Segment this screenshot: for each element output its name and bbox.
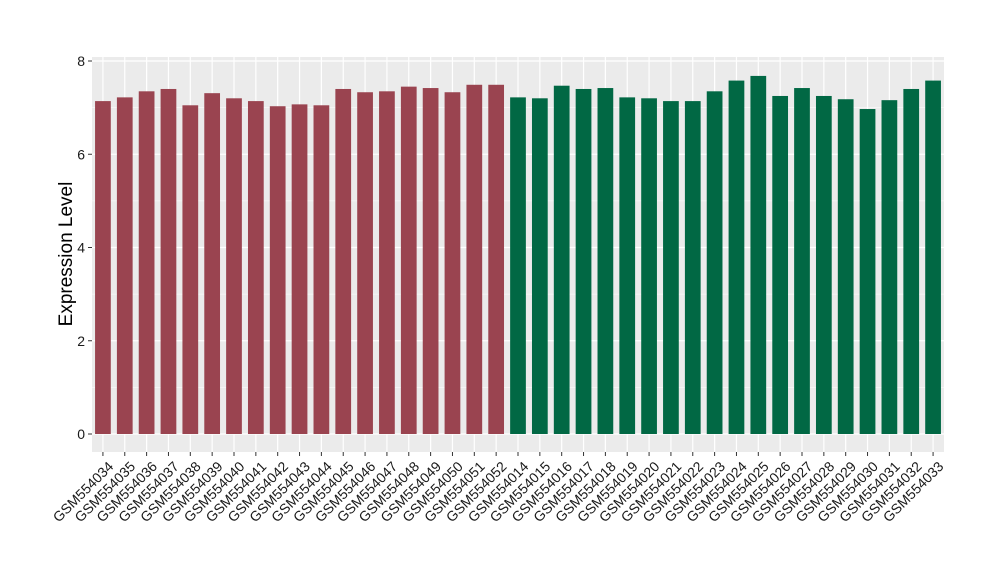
bar-GSM554030 xyxy=(859,109,876,435)
bar-GSM554047 xyxy=(379,91,395,435)
bar-GSM554022 xyxy=(684,101,701,434)
bar-GSM554034 xyxy=(95,101,111,434)
bars xyxy=(95,75,941,435)
bar-GSM554049 xyxy=(422,88,439,434)
y-axis-title: Expression Level xyxy=(56,182,77,327)
bar-GSM554046 xyxy=(357,92,373,435)
bar-GSM554023 xyxy=(706,91,723,435)
bar-GSM554035 xyxy=(116,97,133,435)
bar-GSM554015 xyxy=(531,98,548,435)
bar-GSM554052 xyxy=(488,84,505,434)
bar-GSM554036 xyxy=(138,91,155,435)
bar-GSM554050 xyxy=(444,92,461,435)
bar-GSM554042 xyxy=(269,106,286,434)
bar-GSM554029 xyxy=(837,99,854,435)
bar-GSM554026 xyxy=(772,95,789,434)
bar-GSM554016 xyxy=(553,85,570,435)
y-tick-label: 2 xyxy=(77,333,85,349)
bar-GSM554020 xyxy=(641,98,657,435)
bar-GSM554048 xyxy=(400,86,417,435)
bar-GSM554031 xyxy=(881,100,898,434)
y-tick-label: 4 xyxy=(77,240,85,256)
bar-GSM554017 xyxy=(575,88,592,434)
x-axis-ticks: GSM554034GSM554035GSM554036GSM554037GSM5… xyxy=(50,452,947,525)
bar-GSM554040 xyxy=(226,98,242,435)
bar-GSM554014 xyxy=(510,97,526,435)
bar-GSM554024 xyxy=(728,80,745,435)
y-tick-label: 8 xyxy=(77,53,85,69)
bar-GSM554045 xyxy=(335,88,352,434)
bar-GSM554037 xyxy=(160,88,177,434)
bar-GSM554028 xyxy=(815,95,832,434)
bar-GSM554038 xyxy=(182,105,199,434)
y-tick-label: 6 xyxy=(77,146,85,162)
bar-GSM554033 xyxy=(925,80,941,435)
bar-GSM554027 xyxy=(794,88,810,434)
bar-GSM554043 xyxy=(291,104,308,434)
bar-GSM554019 xyxy=(619,97,636,435)
bar-GSM554039 xyxy=(204,93,221,434)
y-axis-ticks: 0 2 4 6 8 xyxy=(77,53,92,442)
bar-GSM554025 xyxy=(750,75,767,435)
bar-GSM554041 xyxy=(247,101,264,434)
bar-GSM554021 xyxy=(663,101,679,434)
bar-GSM554018 xyxy=(597,88,614,434)
bar-GSM554051 xyxy=(466,84,483,434)
bar-GSM554032 xyxy=(903,88,920,434)
y-tick-label: 0 xyxy=(77,426,85,442)
bar-GSM554044 xyxy=(313,105,330,434)
